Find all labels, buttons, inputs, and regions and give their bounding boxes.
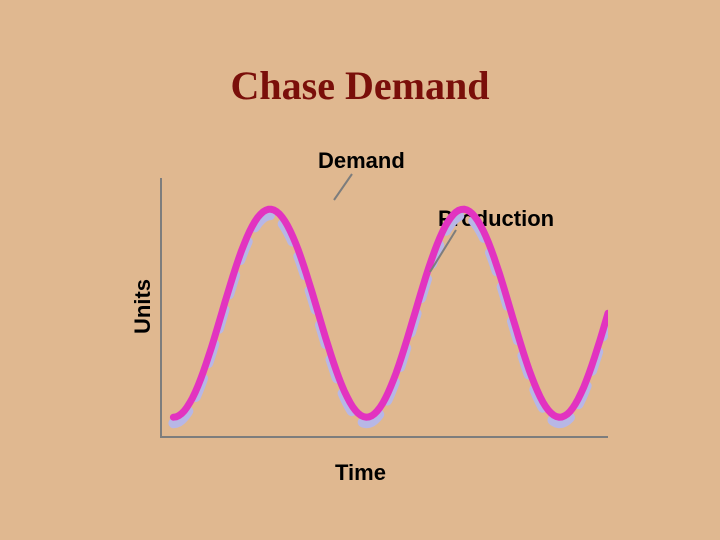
chart-svg bbox=[160, 178, 608, 438]
slide-background: Chase Demand Demand Production Units Tim… bbox=[0, 0, 720, 540]
demand-curve bbox=[173, 209, 608, 417]
demand-label: Demand bbox=[318, 148, 405, 174]
y-axis-label: Units bbox=[130, 279, 156, 334]
x-axis-label: Time bbox=[335, 460, 386, 486]
chart-area bbox=[160, 178, 608, 438]
slide-title: Chase Demand bbox=[0, 62, 720, 109]
